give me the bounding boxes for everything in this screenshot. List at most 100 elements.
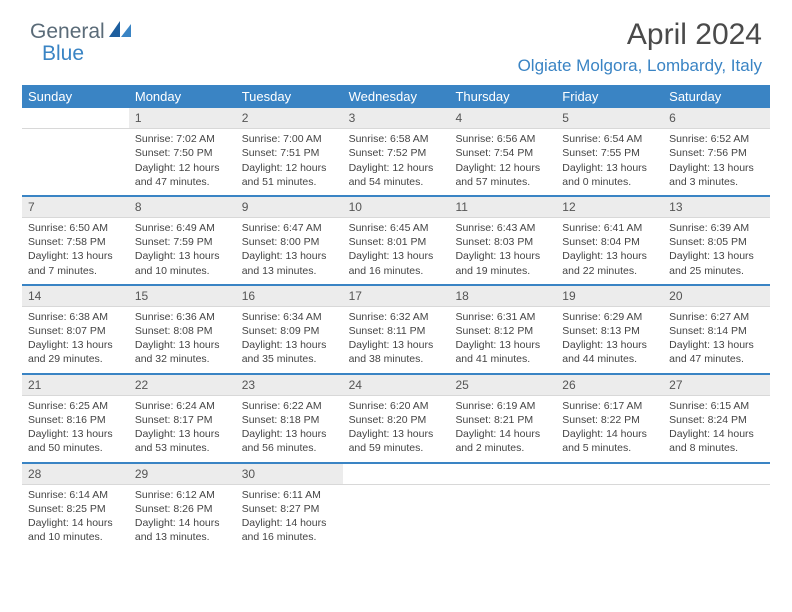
daylight-text: Daylight: 13 hours and 53 minutes. <box>135 427 230 455</box>
sunset-text: Sunset: 8:22 PM <box>562 413 657 427</box>
daylight-text: Daylight: 13 hours and 22 minutes. <box>562 249 657 277</box>
sunset-text: Sunset: 8:17 PM <box>135 413 230 427</box>
daylight-text: Daylight: 13 hours and 56 minutes. <box>242 427 337 455</box>
calendar-day-cell: 2Sunrise: 7:00 AMSunset: 7:51 PMDaylight… <box>236 108 343 195</box>
day-details: Sunrise: 6:14 AMSunset: 8:25 PMDaylight:… <box>22 485 129 551</box>
daylight-text: Daylight: 13 hours and 35 minutes. <box>242 338 337 366</box>
daylight-text: Daylight: 14 hours and 5 minutes. <box>562 427 657 455</box>
sunset-text: Sunset: 8:13 PM <box>562 324 657 338</box>
daylight-text: Daylight: 14 hours and 8 minutes. <box>669 427 764 455</box>
day-number: 6 <box>663 108 770 129</box>
sunrise-text: Sunrise: 7:00 AM <box>242 132 337 146</box>
calendar-day-cell <box>556 464 663 551</box>
calendar-week-row: 28Sunrise: 6:14 AMSunset: 8:25 PMDayligh… <box>22 462 770 551</box>
day-number <box>343 464 450 485</box>
daylight-text: Daylight: 12 hours and 51 minutes. <box>242 161 337 189</box>
day-details: Sunrise: 7:00 AMSunset: 7:51 PMDaylight:… <box>236 129 343 195</box>
calendar-grid: Sunday Monday Tuesday Wednesday Thursday… <box>22 85 770 550</box>
day-number: 24 <box>343 375 450 396</box>
sunset-text: Sunset: 8:08 PM <box>135 324 230 338</box>
sunrise-text: Sunrise: 6:20 AM <box>349 399 444 413</box>
day-number: 23 <box>236 375 343 396</box>
calendar-day-cell: 24Sunrise: 6:20 AMSunset: 8:20 PMDayligh… <box>343 375 450 462</box>
sunrise-text: Sunrise: 6:38 AM <box>28 310 123 324</box>
day-details: Sunrise: 7:02 AMSunset: 7:50 PMDaylight:… <box>129 129 236 195</box>
sunset-text: Sunset: 8:27 PM <box>242 502 337 516</box>
sunrise-text: Sunrise: 6:14 AM <box>28 488 123 502</box>
calendar-day-cell: 29Sunrise: 6:12 AMSunset: 8:26 PMDayligh… <box>129 464 236 551</box>
day-details: Sunrise: 6:38 AMSunset: 8:07 PMDaylight:… <box>22 307 129 373</box>
page-header: April 2024 Olgiate Molgora, Lombardy, It… <box>518 18 762 76</box>
day-number: 25 <box>449 375 556 396</box>
day-number: 27 <box>663 375 770 396</box>
day-details <box>343 485 450 494</box>
daylight-text: Daylight: 13 hours and 59 minutes. <box>349 427 444 455</box>
day-number: 30 <box>236 464 343 485</box>
calendar-day-cell: 18Sunrise: 6:31 AMSunset: 8:12 PMDayligh… <box>449 286 556 373</box>
day-number: 10 <box>343 197 450 218</box>
sunset-text: Sunset: 7:55 PM <box>562 146 657 160</box>
calendar-day-cell: 22Sunrise: 6:24 AMSunset: 8:17 PMDayligh… <box>129 375 236 462</box>
sunrise-text: Sunrise: 6:45 AM <box>349 221 444 235</box>
daylight-text: Daylight: 13 hours and 7 minutes. <box>28 249 123 277</box>
day-number: 26 <box>556 375 663 396</box>
day-number: 3 <box>343 108 450 129</box>
sunrise-text: Sunrise: 7:02 AM <box>135 132 230 146</box>
day-number: 7 <box>22 197 129 218</box>
daylight-text: Daylight: 13 hours and 38 minutes. <box>349 338 444 366</box>
day-details <box>556 485 663 494</box>
day-number: 2 <box>236 108 343 129</box>
calendar-week-row: 21Sunrise: 6:25 AMSunset: 8:16 PMDayligh… <box>22 373 770 462</box>
sunrise-text: Sunrise: 6:49 AM <box>135 221 230 235</box>
weekday-header: Sunday <box>22 85 129 108</box>
day-details: Sunrise: 6:52 AMSunset: 7:56 PMDaylight:… <box>663 129 770 195</box>
calendar-day-cell: 4Sunrise: 6:56 AMSunset: 7:54 PMDaylight… <box>449 108 556 195</box>
day-details: Sunrise: 6:15 AMSunset: 8:24 PMDaylight:… <box>663 396 770 462</box>
day-details: Sunrise: 6:20 AMSunset: 8:20 PMDaylight:… <box>343 396 450 462</box>
daylight-text: Daylight: 12 hours and 47 minutes. <box>135 161 230 189</box>
logo-text-1: General <box>30 20 105 44</box>
day-details: Sunrise: 6:22 AMSunset: 8:18 PMDaylight:… <box>236 396 343 462</box>
sunrise-text: Sunrise: 6:24 AM <box>135 399 230 413</box>
day-details: Sunrise: 6:24 AMSunset: 8:17 PMDaylight:… <box>129 396 236 462</box>
weekday-header-row: Sunday Monday Tuesday Wednesday Thursday… <box>22 85 770 108</box>
calendar-day-cell: 10Sunrise: 6:45 AMSunset: 8:01 PMDayligh… <box>343 197 450 284</box>
day-details: Sunrise: 6:36 AMSunset: 8:08 PMDaylight:… <box>129 307 236 373</box>
sunset-text: Sunset: 7:58 PM <box>28 235 123 249</box>
sunrise-text: Sunrise: 6:34 AM <box>242 310 337 324</box>
calendar-day-cell: 26Sunrise: 6:17 AMSunset: 8:22 PMDayligh… <box>556 375 663 462</box>
daylight-text: Daylight: 14 hours and 10 minutes. <box>28 516 123 544</box>
daylight-text: Daylight: 13 hours and 16 minutes. <box>349 249 444 277</box>
calendar-week-row: 14Sunrise: 6:38 AMSunset: 8:07 PMDayligh… <box>22 284 770 373</box>
calendar-day-cell: 12Sunrise: 6:41 AMSunset: 8:04 PMDayligh… <box>556 197 663 284</box>
sunrise-text: Sunrise: 6:54 AM <box>562 132 657 146</box>
daylight-text: Daylight: 12 hours and 54 minutes. <box>349 161 444 189</box>
day-details: Sunrise: 6:39 AMSunset: 8:05 PMDaylight:… <box>663 218 770 284</box>
day-number: 29 <box>129 464 236 485</box>
sunset-text: Sunset: 8:09 PM <box>242 324 337 338</box>
calendar-day-cell: 27Sunrise: 6:15 AMSunset: 8:24 PMDayligh… <box>663 375 770 462</box>
sunrise-text: Sunrise: 6:47 AM <box>242 221 337 235</box>
daylight-text: Daylight: 13 hours and 29 minutes. <box>28 338 123 366</box>
day-details <box>22 129 129 138</box>
sunrise-text: Sunrise: 6:29 AM <box>562 310 657 324</box>
calendar-day-cell: 13Sunrise: 6:39 AMSunset: 8:05 PMDayligh… <box>663 197 770 284</box>
calendar-week-row: 7Sunrise: 6:50 AMSunset: 7:58 PMDaylight… <box>22 195 770 284</box>
sunset-text: Sunset: 8:11 PM <box>349 324 444 338</box>
calendar-day-cell <box>449 464 556 551</box>
day-details: Sunrise: 6:50 AMSunset: 7:58 PMDaylight:… <box>22 218 129 284</box>
calendar-day-cell: 28Sunrise: 6:14 AMSunset: 8:25 PMDayligh… <box>22 464 129 551</box>
day-number: 28 <box>22 464 129 485</box>
brand-logo: General <box>30 20 133 44</box>
day-number: 16 <box>236 286 343 307</box>
calendar-day-cell: 7Sunrise: 6:50 AMSunset: 7:58 PMDaylight… <box>22 197 129 284</box>
weekday-header: Tuesday <box>236 85 343 108</box>
sunset-text: Sunset: 8:20 PM <box>349 413 444 427</box>
sunset-text: Sunset: 8:12 PM <box>455 324 550 338</box>
daylight-text: Daylight: 13 hours and 47 minutes. <box>669 338 764 366</box>
sunset-text: Sunset: 8:05 PM <box>669 235 764 249</box>
daylight-text: Daylight: 13 hours and 41 minutes. <box>455 338 550 366</box>
month-title: April 2024 <box>518 18 762 52</box>
calendar-day-cell: 8Sunrise: 6:49 AMSunset: 7:59 PMDaylight… <box>129 197 236 284</box>
day-number <box>556 464 663 485</box>
